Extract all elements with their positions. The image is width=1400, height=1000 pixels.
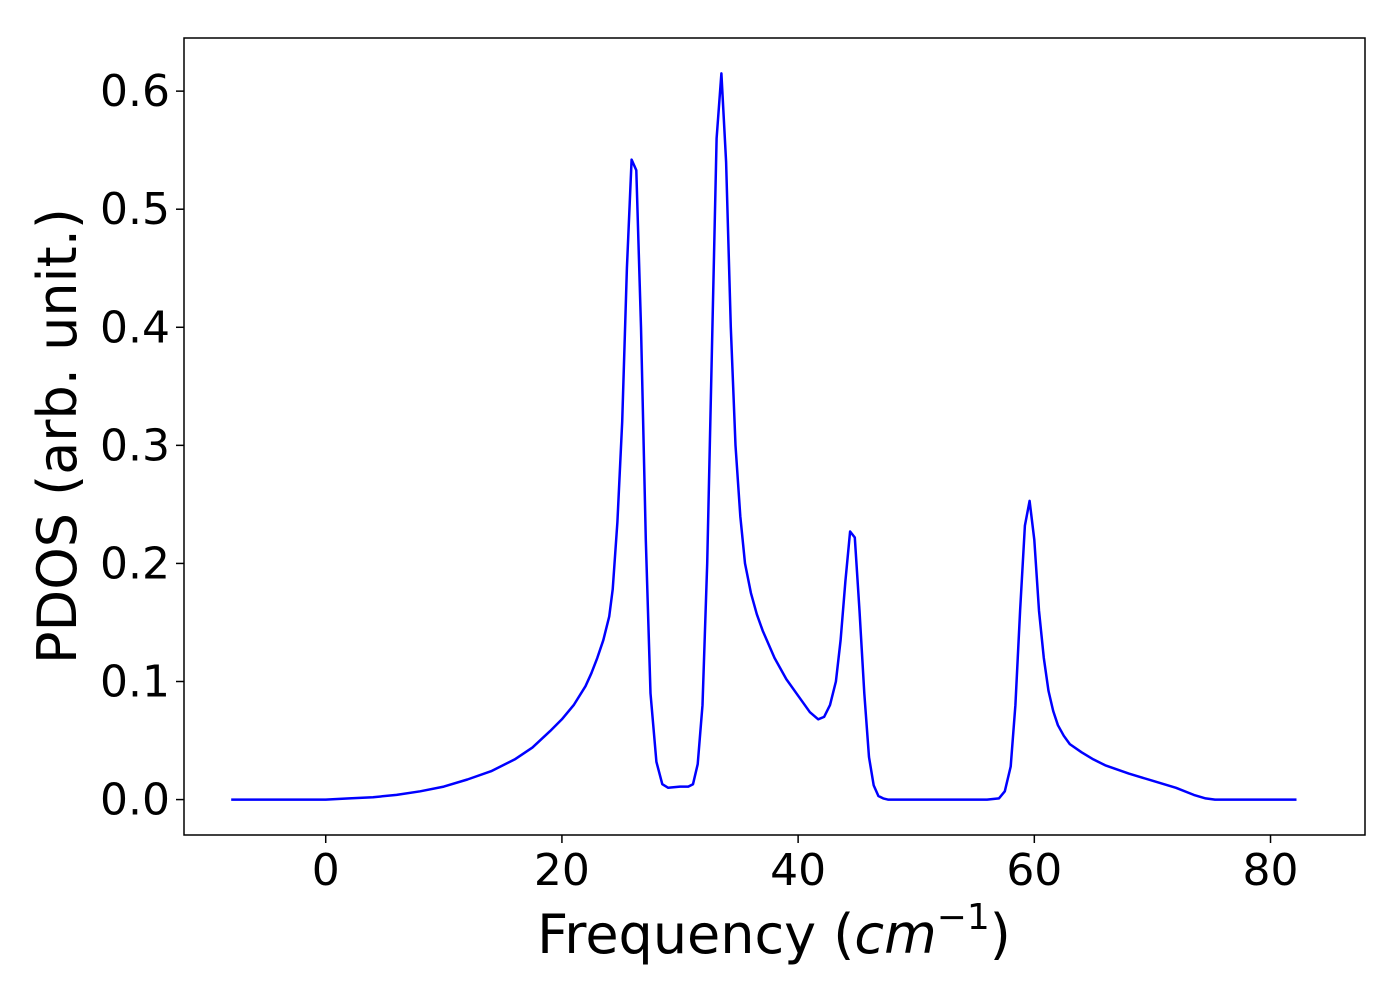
x-tick-label: 80 <box>1243 845 1299 896</box>
y-axis-ticks: 0.0 0.1 0.2 0.3 0.4 0.5 0.6 <box>100 66 184 826</box>
x-tick-label: 60 <box>1006 845 1062 896</box>
x-tick-label: 0 <box>312 845 340 896</box>
y-tick-label: 0.1 <box>100 657 170 708</box>
x-axis-title: Frequency (cm−1) <box>537 897 1011 966</box>
x-axis-title-unit: cm <box>854 903 936 966</box>
y-tick-label: 0.3 <box>100 420 170 471</box>
x-axis-ticks: 0 20 40 60 80 <box>312 835 1299 896</box>
x-tick-label: 40 <box>770 845 826 896</box>
y-tick-label: 0.4 <box>100 302 170 353</box>
y-tick-label: 0.5 <box>100 184 170 235</box>
x-tick-label: 20 <box>534 845 590 896</box>
x-axis-title-close: ) <box>990 903 1011 966</box>
y-axis-title: PDOS (arb. unit.) <box>26 208 89 664</box>
series-layer <box>231 72 1297 801</box>
y-tick-label: 0.6 <box>100 66 170 117</box>
x-axis-title-main: Frequency ( <box>537 903 854 966</box>
y-tick-label: 0.2 <box>100 538 170 589</box>
plot-frame <box>183 37 1366 836</box>
x-axis-title-exponent: −1 <box>937 897 990 938</box>
pdos-series-line <box>231 72 1297 801</box>
y-tick-label: 0.0 <box>100 775 170 826</box>
